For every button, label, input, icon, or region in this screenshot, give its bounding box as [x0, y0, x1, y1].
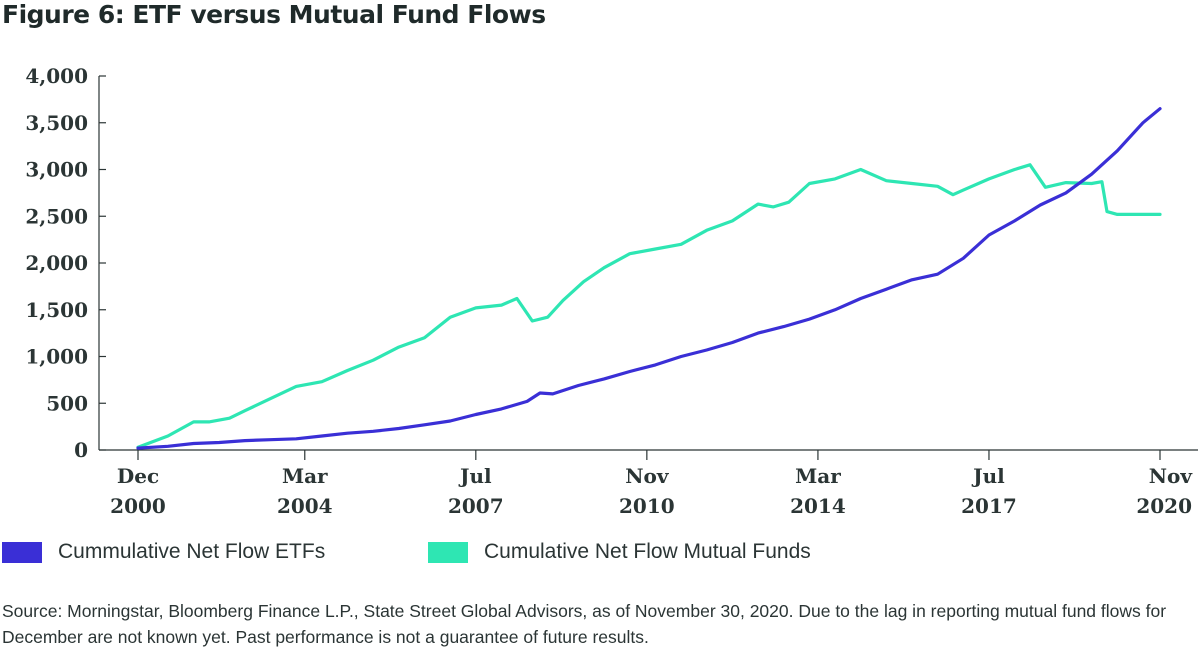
legend-item-etf: Cummulative Net Flow ETFs [2, 540, 325, 564]
x-tick-year-label: 2014 [790, 494, 846, 518]
x-tick-year-label: 2004 [277, 494, 333, 518]
series-line-etfs [136, 107, 1162, 450]
legend-swatch-etf [2, 541, 42, 563]
x-tick-month-label: Jul [458, 464, 492, 488]
legend: Cummulative Net Flow ETFs Cumulative Net… [0, 540, 1200, 566]
x-tick-month-label: Mar [795, 464, 841, 488]
legend-swatch-mutual-funds [428, 541, 468, 563]
y-tick-label: 2,000 [25, 251, 88, 275]
y-tick-label: 3,000 [25, 158, 88, 182]
x-tick-year-label: 2007 [448, 494, 504, 518]
figure-title: Figure 6: ETF versus Mutual Fund Flows [2, 0, 546, 29]
source-note: Source: Morningstar, Bloomberg Finance L… [2, 601, 1167, 647]
y-tick-label: 1,000 [25, 345, 88, 369]
y-tick-label: 1,500 [25, 298, 88, 322]
x-tick-month-label: Mar [282, 464, 328, 488]
line-chart: 0 500 1,000 1,500 2,000 2,500 3,000 3,500 4,000 D… [25, 64, 1198, 518]
legend-label-etf: Cummulative Net Flow ETFs [58, 540, 326, 563]
legend-label-mutual-funds: Cumulative Net Flow Mutual Funds [484, 540, 811, 563]
x-tick-month-label: Nov [1149, 464, 1194, 488]
x-tick-year-label: 2000 [110, 494, 166, 518]
x-tick-month-label: Nov [625, 464, 670, 488]
x-tick-year-label: 2020 [1136, 494, 1192, 518]
y-tick-label: 500 [46, 391, 88, 415]
x-tick-year-label: 2017 [961, 494, 1017, 518]
y-tick-label: 4,000 [25, 64, 88, 88]
x-tick-month-label: Dec [117, 464, 159, 488]
legend-item-mutual-funds: Cumulative Net Flow Mutual Funds [428, 540, 811, 564]
x-tick-month-label: Jul [971, 464, 1005, 488]
x-tick-year-label: 2010 [619, 494, 675, 518]
series-line-mutual-funds [136, 163, 1162, 449]
y-tick-label: 3,500 [25, 111, 88, 135]
y-tick-label: 2,500 [25, 204, 88, 228]
y-tick-label: 0 [74, 438, 88, 462]
